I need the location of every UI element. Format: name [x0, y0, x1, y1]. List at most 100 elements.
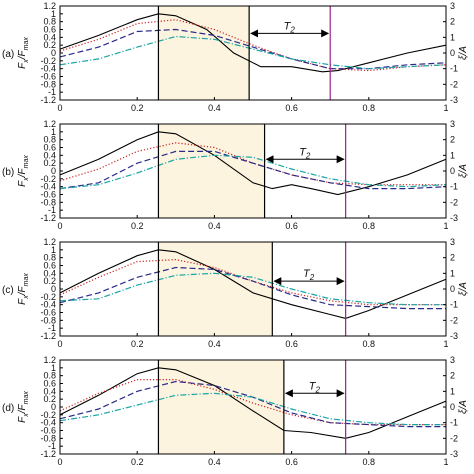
y-tick-label: 0.4 — [43, 32, 56, 42]
panel-label: (c) — [2, 285, 14, 296]
series-line-solid — [59, 13, 447, 73]
y2-tick-label: 0 — [450, 402, 455, 412]
interval-label: T2 — [309, 380, 321, 394]
y-axis-label: Fx/Fmax — [17, 273, 30, 305]
y-tick-label: -0.4 — [40, 182, 56, 192]
panel-d: T21.210.80.60.40.20-0.2-0.4-0.6-0.8-1-1.… — [2, 355, 469, 467]
y-tick-label: 1 — [51, 127, 56, 137]
x-tick-label: 0.6 — [285, 103, 298, 113]
y2-tick-label: -2 — [450, 315, 458, 325]
x-tick-label: 0.4 — [208, 221, 221, 231]
x-tick-label: 1 — [443, 103, 448, 113]
y-tick-label: -1.2 — [40, 213, 56, 223]
y2-tick-label: -1 — [450, 64, 458, 74]
y2-tick-label: -2 — [450, 197, 458, 207]
y-tick-label: 1 — [51, 363, 56, 373]
panel-label: (b) — [2, 167, 14, 178]
y2-tick-label: -1 — [450, 182, 458, 192]
x-tick-label: 0.2 — [131, 103, 144, 113]
x-tick-label: 0.6 — [285, 457, 298, 467]
y-tick-label: -0.2 — [40, 292, 56, 302]
x-tick-label: 0 — [57, 103, 62, 113]
y-tick-label: 0.4 — [43, 268, 56, 278]
x-tick-label: 0.8 — [363, 221, 376, 231]
y2-tick-label: -3 — [450, 213, 458, 223]
y2-tick-label: 0 — [450, 166, 455, 176]
y2-axis-label: ξ/A — [458, 282, 469, 296]
y-tick-label: -0.8 — [40, 79, 56, 89]
x-tick-label: 0.2 — [131, 457, 144, 467]
y2-tick-label: 2 — [450, 253, 455, 263]
x-tick-label: 1 — [443, 457, 448, 467]
y-tick-label: 0.6 — [43, 143, 56, 153]
y-axis-label: Fx/Fmax — [17, 155, 30, 187]
y-tick-label: -1.2 — [40, 331, 56, 341]
y2-tick-label: -2 — [450, 79, 458, 89]
x-tick-label: 0.4 — [208, 103, 221, 113]
y2-axis-label: ξ/A — [458, 400, 469, 414]
y-tick-label: 1 — [51, 245, 56, 255]
y-axis-label: Fx/Fmax — [17, 391, 30, 423]
y2-tick-label: -3 — [450, 449, 458, 459]
interval-label: T2 — [299, 146, 311, 160]
y2-tick-label: -1 — [450, 300, 458, 310]
y-tick-label: -1 — [48, 205, 56, 215]
y-tick-label: -0.4 — [40, 300, 56, 310]
y-tick-label: 0 — [51, 402, 56, 412]
series-line-dashed — [59, 150, 447, 190]
series-line-dashdot — [59, 272, 446, 306]
panel-a: T21.210.80.60.40.20-0.2-0.4-0.6-0.8-1-1.… — [2, 1, 469, 113]
x-tick-label: 0.2 — [131, 221, 144, 231]
y-tick-label: 1.2 — [43, 119, 56, 129]
series-line-dotted — [59, 379, 446, 426]
y2-tick-label: 3 — [450, 355, 455, 365]
y-tick-label: 0.2 — [43, 394, 56, 404]
x-tick-label: 0.4 — [208, 339, 221, 349]
y-tick-label: -0.6 — [40, 190, 56, 200]
x-tick-label: 0.8 — [363, 103, 376, 113]
series-line-dashed — [59, 266, 446, 310]
y2-tick-label: -1 — [450, 418, 458, 428]
y2-tick-label: 1 — [450, 268, 455, 278]
y-tick-label: -1.2 — [40, 95, 56, 105]
y2-axis-label: ξ/A — [458, 46, 469, 60]
y2-tick-label: 2 — [450, 17, 455, 27]
y-tick-label: 1.2 — [43, 355, 56, 365]
y-tick-label: 1.2 — [43, 237, 56, 247]
x-tick-label: 0.2 — [131, 339, 144, 349]
y-tick-label: 0.8 — [43, 253, 56, 263]
y2-tick-label: -3 — [450, 331, 458, 341]
series-line-dashdot — [59, 35, 447, 70]
x-tick-label: 0 — [57, 339, 62, 349]
panel-c: T21.210.80.60.40.20-0.2-0.4-0.6-0.8-1-1.… — [2, 237, 469, 349]
shaded-interval — [158, 360, 284, 454]
y2-tick-label: 1 — [450, 386, 455, 396]
y2-tick-label: 0 — [450, 48, 455, 58]
y-tick-label: 0.4 — [43, 150, 56, 160]
x-tick-label: 0.6 — [285, 221, 298, 231]
y-tick-label: -0.6 — [40, 72, 56, 82]
y-tick-label: -0.2 — [40, 56, 56, 66]
y-tick-label: 1.2 — [43, 1, 56, 11]
y-tick-label: -0.8 — [40, 315, 56, 325]
x-tick-label: 1 — [443, 339, 448, 349]
series-line-dotted — [59, 19, 447, 72]
y2-tick-label: 3 — [450, 237, 455, 247]
panel-label: (d) — [2, 403, 14, 414]
x-tick-label: 0 — [57, 221, 62, 231]
shaded-interval — [158, 124, 265, 218]
y-axis-label: Fx/Fmax — [17, 37, 30, 69]
y-tick-label: -0.4 — [40, 418, 56, 428]
shaded-interval — [158, 242, 273, 336]
y2-tick-label: 2 — [450, 371, 455, 381]
y-tick-label: -1 — [48, 441, 56, 451]
interval-label: T2 — [303, 268, 315, 282]
y-tick-label: 0.6 — [43, 379, 56, 389]
y-tick-label: 0.4 — [43, 386, 56, 396]
x-tick-label: 0.8 — [363, 339, 376, 349]
y2-tick-label: 1 — [450, 150, 455, 160]
series-line-dashdot — [59, 392, 446, 426]
y2-axis-label: ξ/A — [458, 164, 469, 178]
y-tick-label: -0.8 — [40, 197, 56, 207]
